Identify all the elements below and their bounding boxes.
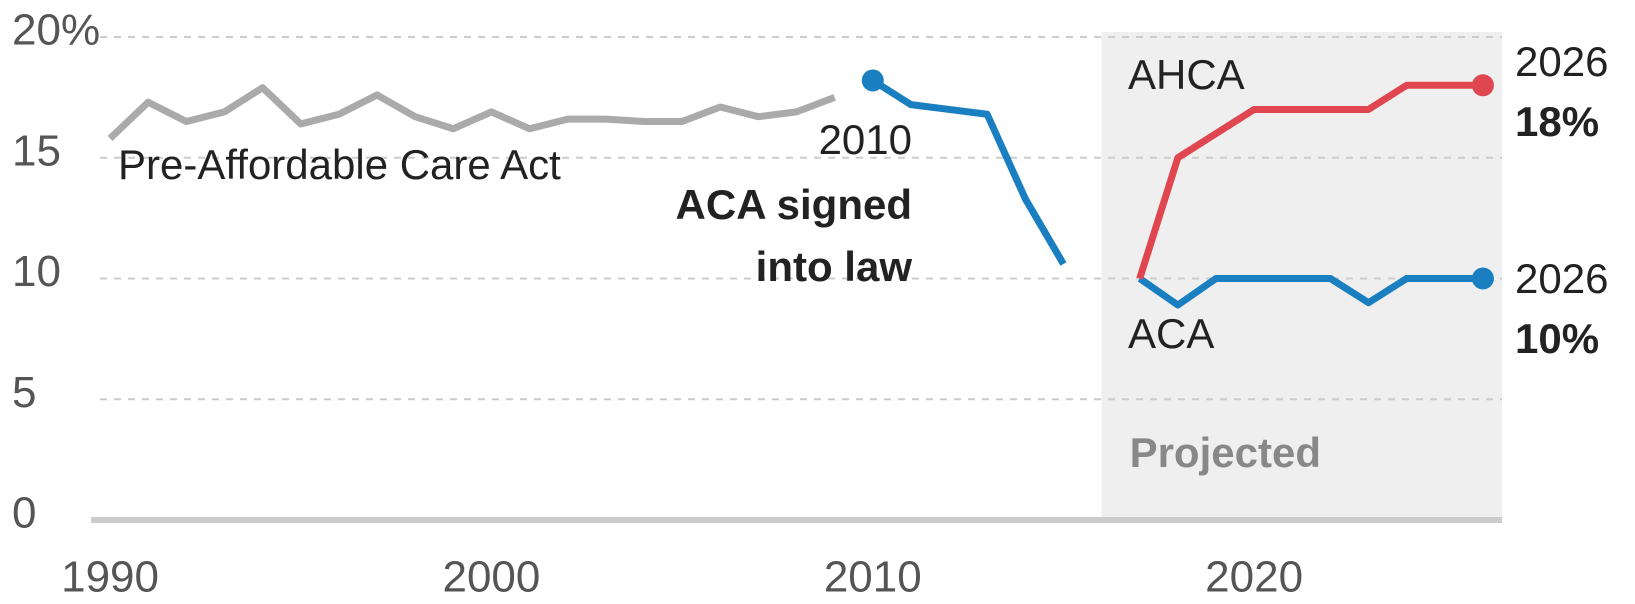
series-label: AHCA	[1128, 51, 1245, 98]
end-value: 10%	[1515, 315, 1599, 362]
y-tick-label: 10	[12, 247, 61, 296]
end-point	[1471, 74, 1494, 97]
series-label: Pre-Affordable Care Act	[118, 141, 561, 188]
annotation: ACA signed	[676, 181, 912, 228]
point	[861, 69, 884, 92]
end-year: 2026	[1515, 255, 1608, 302]
series-line	[1137, 275, 1483, 309]
y-tick-label: 15	[12, 126, 61, 175]
series-line	[107, 84, 836, 141]
end-value: 18%	[1515, 98, 1599, 145]
annotation-year: 2010	[819, 116, 912, 163]
x-tick-label: 2020	[1205, 553, 1303, 602]
annotation: into law	[756, 243, 913, 290]
series-line	[870, 77, 1067, 266]
end-point	[1471, 267, 1494, 290]
series-line	[1136, 81, 1483, 280]
y-tick-label: 5	[12, 368, 36, 417]
y-tick-label: 20%	[12, 6, 100, 55]
y-tick-label: 0	[12, 489, 36, 538]
series-label: ACA	[1128, 310, 1214, 357]
projected-label: Projected	[1130, 429, 1321, 476]
end-year: 2026	[1515, 38, 1608, 85]
x-tick-label: 2010	[824, 553, 922, 602]
x-tick-label: 1990	[61, 553, 159, 602]
x-tick-label: 2000	[442, 553, 540, 602]
